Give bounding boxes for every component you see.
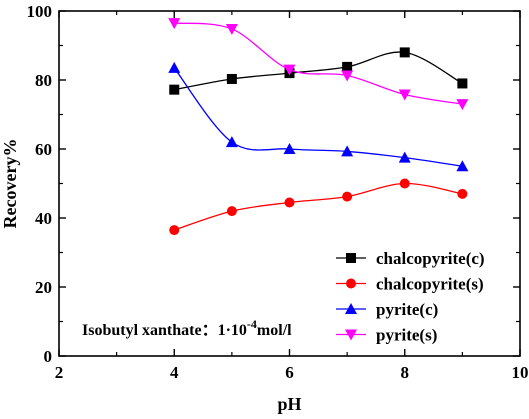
data-point	[226, 206, 237, 217]
legend-label: chalcopyrite(c)	[376, 249, 485, 268]
data-point	[342, 191, 353, 202]
data-point	[341, 70, 354, 82]
annotation-prefix: Isobutyl xanthate：1·10	[82, 322, 247, 339]
y-axis-label: Recovery%	[0, 139, 20, 229]
legend-item: chalcopyrite(s)	[336, 275, 484, 294]
data-point	[398, 151, 411, 163]
x-tick-label: 6	[285, 363, 294, 382]
legend-item: pyrite(c)	[336, 300, 438, 319]
data-point	[283, 143, 296, 154]
y-tick-label: 20	[35, 278, 52, 297]
legend-marker	[346, 253, 356, 263]
annotation-suffix: mol/l	[257, 322, 292, 339]
legend-marker	[345, 329, 357, 341]
legend-item: pyrite(s)	[336, 326, 437, 345]
y-tick-label: 80	[35, 71, 52, 90]
data-point	[398, 89, 411, 101]
series-line	[174, 22, 463, 105]
data-point	[456, 160, 469, 172]
y-tick-label: 0	[44, 347, 53, 366]
x-tick-label: 8	[401, 363, 410, 382]
data-point	[399, 178, 410, 189]
series-line	[173, 67, 463, 167]
data-point	[168, 18, 181, 30]
x-tick-label: 10	[512, 363, 529, 382]
data-point	[342, 61, 353, 72]
data-point	[225, 23, 238, 35]
series-line	[174, 182, 463, 231]
series-chalcopyrite(c)	[169, 47, 468, 95]
data-point	[457, 78, 468, 89]
y-tick-label: 100	[27, 2, 53, 21]
legend-label: pyrite(c)	[376, 300, 438, 319]
data-point	[457, 188, 468, 199]
y-tick-label: 40	[35, 209, 52, 228]
x-tick-label: 2	[55, 363, 64, 382]
data-point	[341, 145, 354, 157]
legend-item: chalcopyrite(c)	[336, 249, 485, 268]
series-pyrite(c)	[168, 61, 469, 172]
y-tick-label: 60	[35, 140, 52, 159]
x-axis-label: pH	[277, 394, 301, 414]
data-point	[283, 64, 296, 76]
data-point	[456, 99, 469, 111]
data-point	[284, 197, 295, 208]
series-layer	[168, 18, 469, 236]
legend-marker	[346, 278, 356, 289]
data-point	[169, 225, 180, 236]
plot-frame	[58, 10, 521, 357]
data-point	[225, 136, 238, 148]
legend-label: chalcopyrite(s)	[376, 275, 484, 294]
series-chalcopyrite(s)	[169, 178, 468, 236]
series-line	[174, 51, 463, 91]
data-point	[399, 47, 410, 58]
data-point	[226, 73, 237, 84]
legend-label: pyrite(s)	[376, 326, 437, 345]
legend: chalcopyrite(c) chalcopyrite(s) pyrite(c) p…	[336, 249, 485, 345]
annotation-text: Isobutyl xanthate：1·10-4mol/l	[82, 317, 292, 339]
x-tick-label: 4	[170, 363, 179, 382]
data-point	[169, 84, 180, 95]
series-pyrite(s)	[168, 18, 469, 111]
annotation-superscript: -4	[247, 317, 257, 331]
data-point	[168, 61, 181, 73]
legend-marker	[345, 303, 357, 314]
